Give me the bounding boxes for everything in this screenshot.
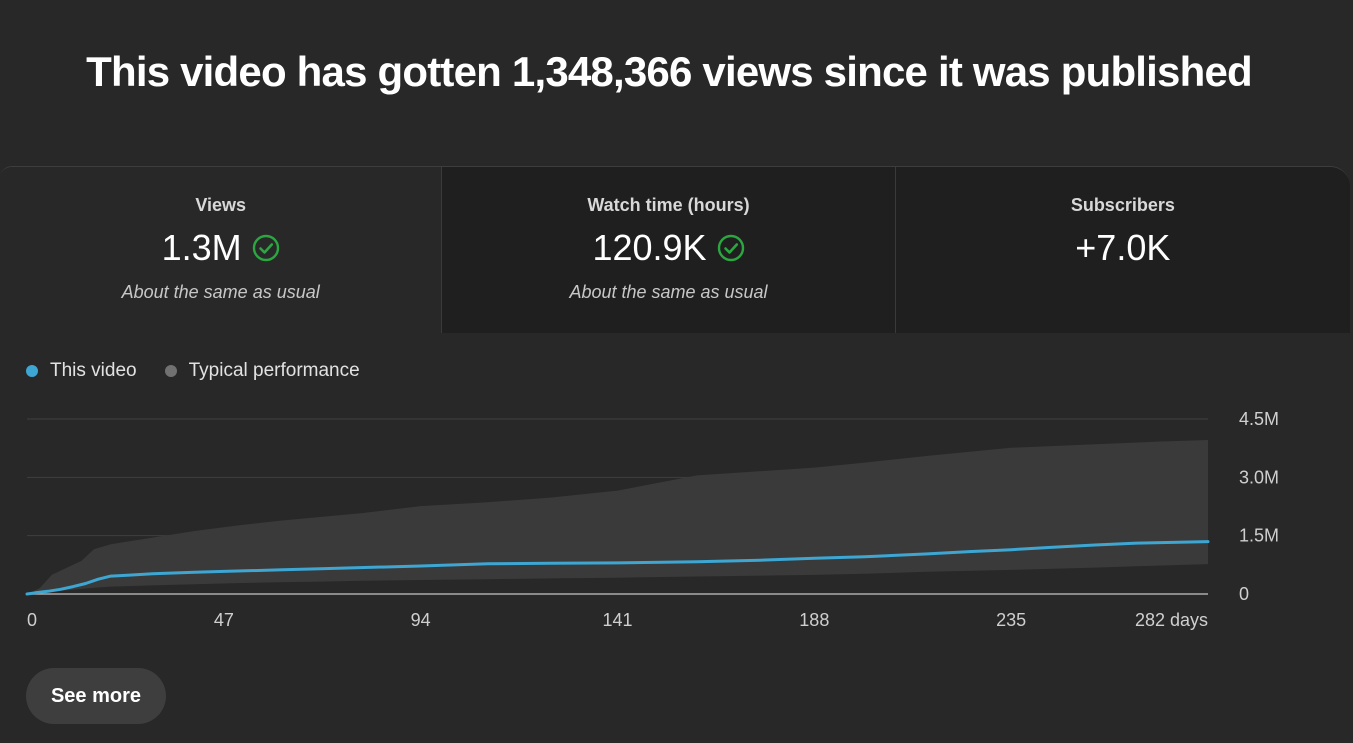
- metric-label: Watch time (hours): [587, 195, 750, 215]
- y-tick-label: 3.0M: [1239, 467, 1279, 487]
- y-tick-label: 4.5M: [1239, 409, 1279, 429]
- x-tick-label: 282 days: [1135, 610, 1208, 630]
- x-tick-label: 94: [411, 610, 431, 630]
- x-tick-label: 188: [799, 610, 829, 630]
- metric-tab-watch-time[interactable]: Watch time (hours) 120.9K About the same…: [441, 167, 895, 333]
- metric-label: Subscribers: [1070, 195, 1175, 215]
- metric-tab-views[interactable]: Views 1.3M About the same as usual: [0, 167, 442, 333]
- check-circle-icon: [717, 234, 744, 262]
- metric-note: About the same as usual: [121, 282, 320, 302]
- x-tick-label: 0: [27, 610, 37, 630]
- y-tick-label: 0: [1239, 584, 1249, 604]
- legend-label: This video: [50, 360, 137, 381]
- y-tick-label: 1.5M: [1239, 526, 1279, 546]
- x-tick-label: 141: [602, 610, 632, 630]
- metric-note: About the same as usual: [569, 282, 768, 302]
- legend-label: Typical performance: [188, 360, 360, 381]
- metric-value: 1.3M: [161, 227, 242, 268]
- metric-value-row: +7.0K: [896, 227, 1350, 269]
- legend-item-typical: Typical performance: [164, 360, 360, 382]
- check-circle-icon: [252, 234, 279, 262]
- legend-item-this-video: This video: [26, 360, 137, 382]
- this-video-line: [25, 540, 1210, 596]
- see-more-button[interactable]: See more: [26, 668, 166, 724]
- chart-legend: This video Typical performance: [26, 360, 360, 382]
- legend-dot-icon: [26, 365, 38, 377]
- metric-value: 120.9K: [592, 227, 707, 268]
- metrics-tabs: Views 1.3M About the same as usual Watch…: [0, 166, 1350, 333]
- metric-value: +7.0K: [1075, 227, 1171, 268]
- metric-label: Views: [195, 195, 247, 215]
- x-tick-label: 47: [214, 610, 234, 630]
- metric-value-row: 120.9K: [442, 227, 894, 269]
- x-tick-label: 235: [996, 610, 1026, 630]
- page-title: This video has gotten 1,348,366 views si…: [86, 48, 1253, 95]
- legend-dot-icon: [164, 365, 177, 377]
- metric-tab-subscribers[interactable]: Subscribers +7.0K: [894, 167, 1350, 333]
- metric-value-row: 1.3M: [0, 227, 441, 269]
